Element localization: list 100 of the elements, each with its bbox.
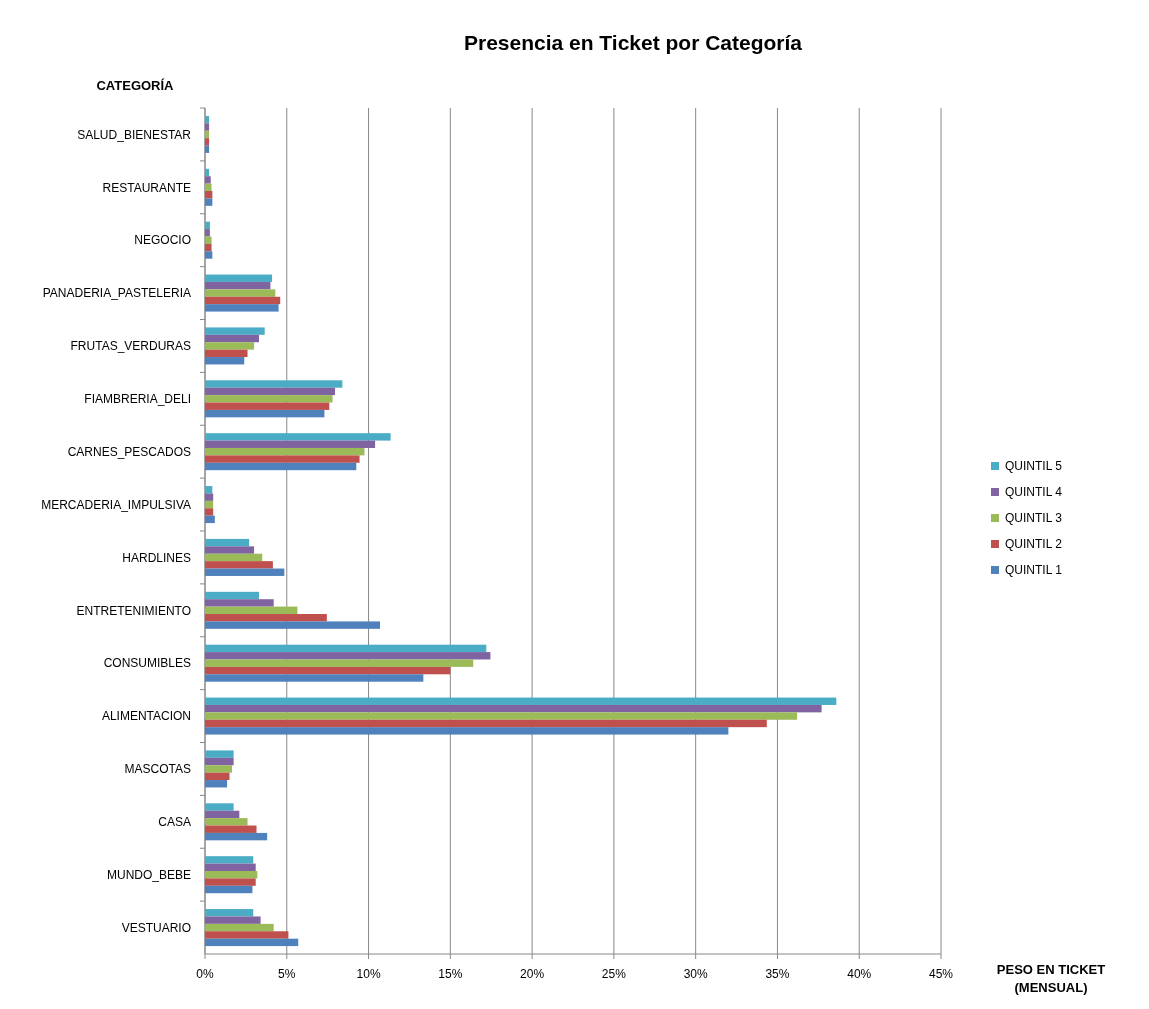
bar	[205, 229, 210, 237]
bar	[205, 493, 214, 501]
bar	[205, 145, 210, 153]
bar	[205, 659, 474, 667]
bar	[205, 606, 298, 615]
bar	[205, 712, 798, 720]
bar	[205, 538, 250, 547]
bar	[205, 719, 767, 728]
bar	[205, 757, 234, 766]
bar	[205, 168, 210, 177]
bar	[205, 818, 248, 826]
x-tick-label: 20%	[520, 967, 545, 981]
y-tick-label: ENTRETENIMIENTO	[76, 603, 191, 618]
bar	[205, 878, 256, 886]
bar	[205, 409, 325, 418]
bar	[205, 433, 391, 441]
bar	[205, 357, 245, 365]
bar	[205, 289, 276, 297]
bar	[205, 803, 234, 811]
bar	[205, 349, 248, 358]
bar	[205, 909, 254, 917]
bar	[205, 395, 333, 403]
bar	[205, 327, 265, 335]
bar	[205, 243, 212, 252]
y-tick-label: MERCADERIA_IMPULSIVA	[41, 497, 191, 512]
bar	[205, 123, 210, 131]
y-tick-label: MASCOTAS	[124, 762, 191, 777]
legend-label: QUINTIL 5	[1005, 459, 1063, 474]
bar	[205, 832, 268, 841]
bar	[205, 697, 837, 705]
legend-label: QUINTIL 4	[1005, 485, 1063, 500]
bar	[205, 191, 213, 199]
y-tick-label: FIAMBRERIA_DELI	[84, 392, 191, 407]
bar	[205, 704, 822, 713]
bar	[205, 296, 281, 305]
bar	[205, 304, 279, 312]
x-tick-label: 25%	[601, 967, 627, 981]
bar	[205, 621, 380, 629]
y-tick-label: NEGOCIO	[134, 233, 191, 248]
bar	[205, 923, 274, 932]
bar	[205, 938, 299, 947]
bar	[205, 614, 327, 622]
bar	[205, 561, 273, 569]
bar	[205, 387, 336, 396]
y-tick-label: CARNES_PESCADOS	[67, 444, 191, 459]
bar	[205, 652, 491, 660]
y-axis-title: CATEGORÍA	[96, 78, 175, 93]
bar	[205, 727, 729, 735]
bar	[205, 515, 215, 524]
bar	[205, 863, 256, 871]
bar	[205, 342, 255, 350]
bar	[205, 591, 259, 600]
x-tick-label: 0%	[196, 967, 214, 981]
y-tick-label: FRUTAS_VERDURAS	[70, 339, 191, 354]
x-tick-label: 45%	[928, 967, 954, 981]
bar	[205, 251, 213, 259]
legend-label: QUINTIL 3	[1005, 511, 1063, 526]
bar	[205, 198, 213, 206]
y-tick-label: MUNDO_BEBE	[106, 867, 191, 882]
bar	[205, 183, 212, 192]
x-axis-title: PESO EN TICKET (MENSUAL)	[996, 962, 1106, 995]
x-tick-label: 15%	[438, 967, 463, 981]
bar	[205, 334, 259, 343]
x-tick-label: 10%	[356, 967, 381, 981]
bar	[205, 281, 271, 290]
x-tick-label: 30%	[683, 967, 708, 981]
bar	[205, 546, 255, 554]
bar	[205, 825, 257, 833]
bar	[205, 115, 210, 124]
y-tick-label: CONSUMIBLES	[103, 656, 191, 671]
bar	[205, 772, 230, 781]
bar	[205, 440, 376, 448]
bar	[205, 447, 365, 456]
legend-label: QUINTIL 2	[1005, 537, 1063, 552]
bar	[205, 568, 285, 576]
y-tick-label: ALIMENTACION	[101, 709, 191, 724]
legend-label: QUINTIL 1	[1005, 563, 1063, 578]
chart-title: Presencia en Ticket por Categoría	[463, 31, 803, 54]
bar	[205, 780, 228, 788]
bar	[205, 274, 273, 282]
bar	[205, 138, 210, 146]
bar	[205, 885, 253, 894]
y-tick-label: SALUD_BIENESTAR	[77, 127, 192, 142]
bar	[205, 462, 357, 471]
bar	[205, 486, 213, 494]
bar	[205, 810, 240, 819]
x-tick-label: 40%	[847, 967, 872, 981]
bar	[205, 916, 261, 924]
y-tick-label: PANADERIA_PASTELERIA	[42, 286, 191, 301]
bar	[205, 599, 274, 607]
bar	[205, 176, 211, 184]
bar	[205, 508, 214, 516]
bar	[205, 674, 424, 682]
bar	[205, 455, 360, 463]
bar	[205, 666, 451, 675]
x-tick-label: 35%	[765, 967, 790, 981]
bar	[205, 870, 258, 879]
bar	[205, 856, 254, 864]
bar	[205, 380, 343, 388]
bar	[205, 500, 214, 509]
